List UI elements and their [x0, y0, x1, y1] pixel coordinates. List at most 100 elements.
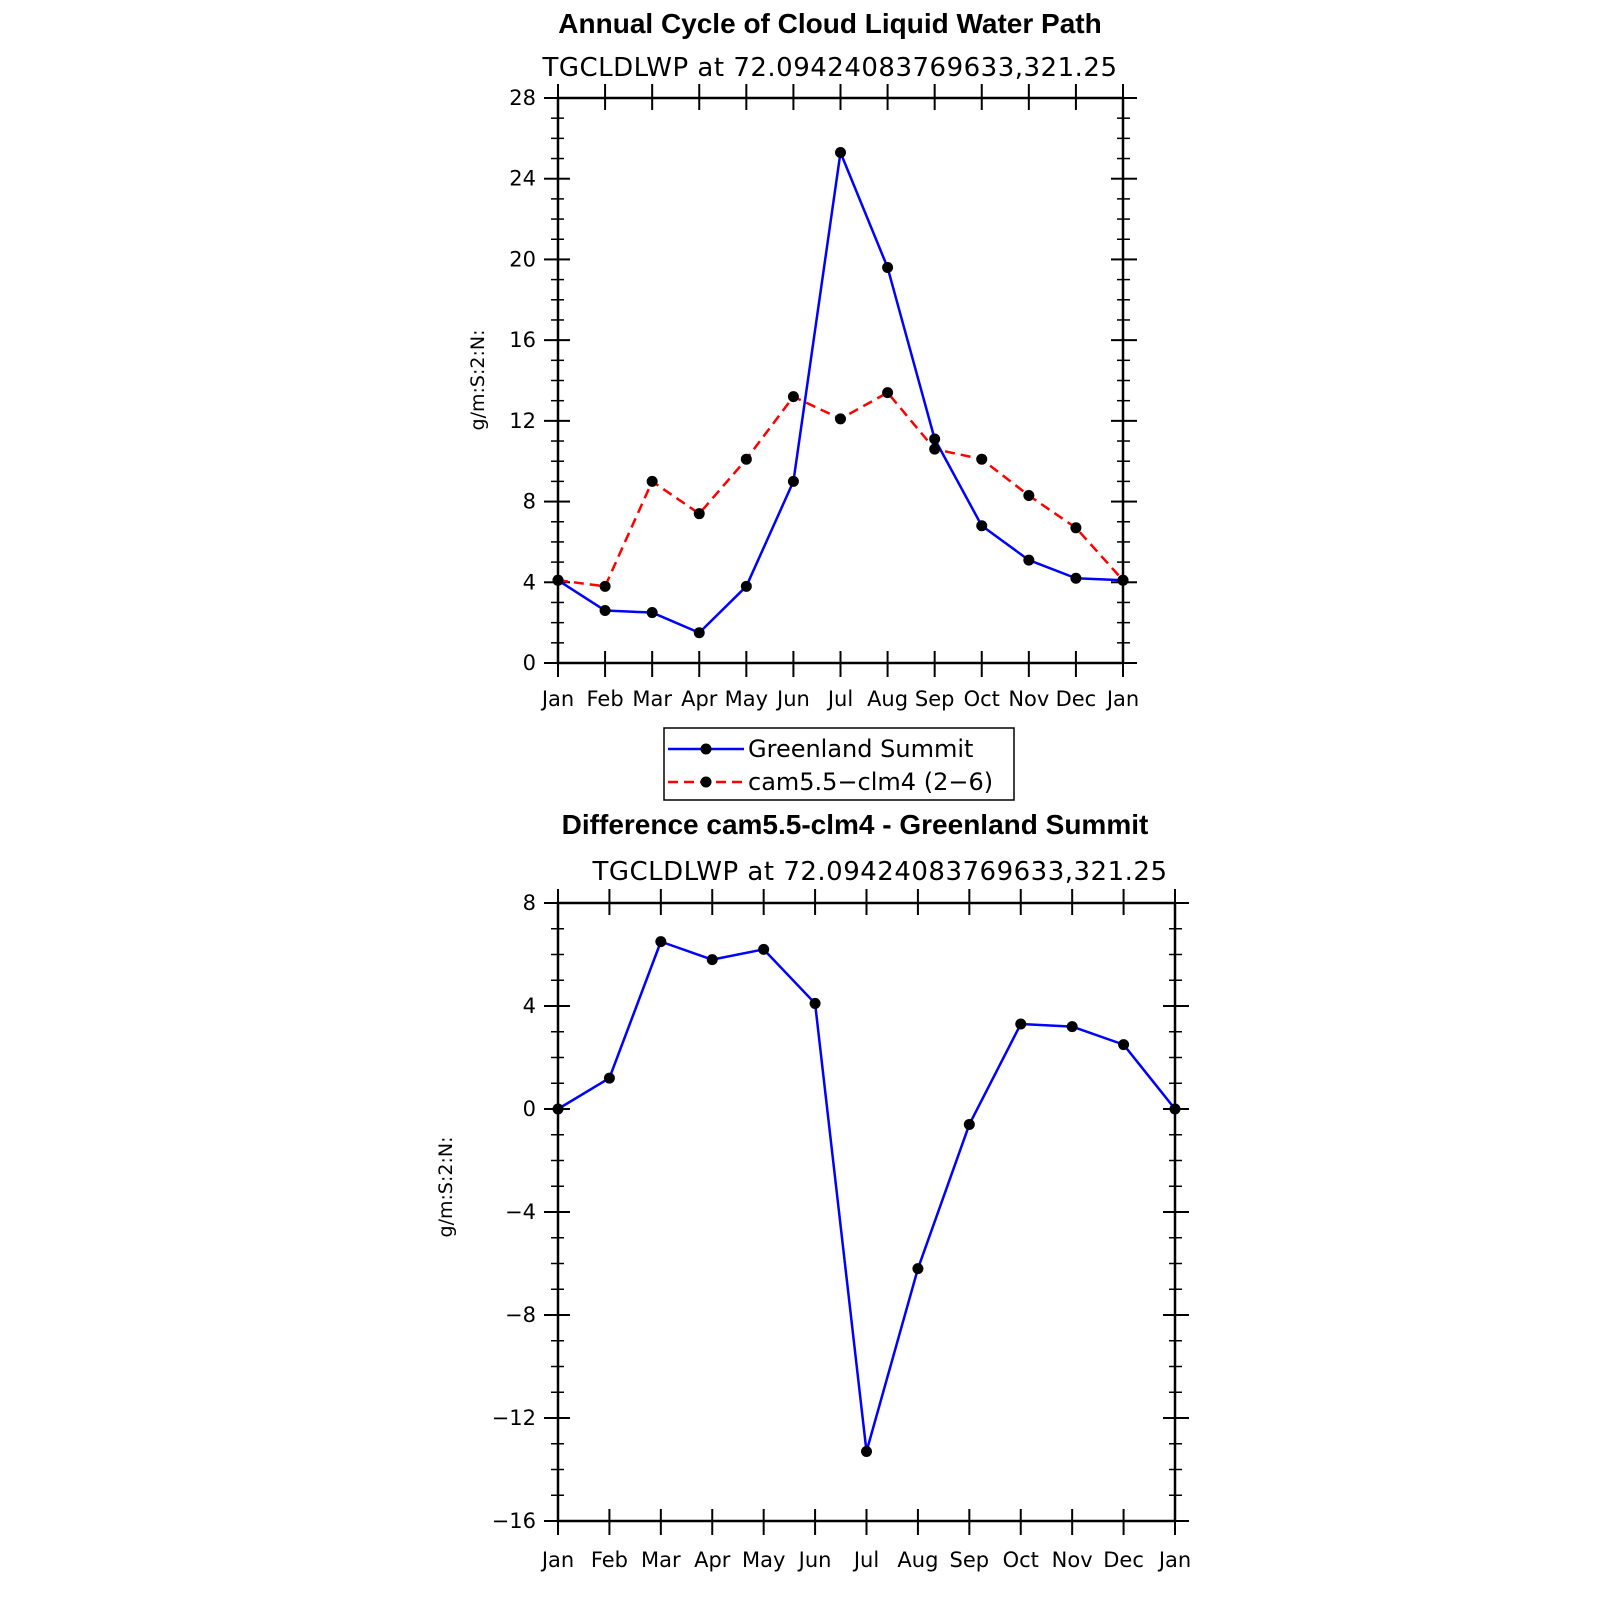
- data-point-cam5-5-clm4-2-6: [552, 574, 564, 586]
- x-tick-label: Oct: [964, 687, 1000, 711]
- y-tick-label: −4: [505, 1200, 536, 1224]
- y-tick-label: 12: [509, 409, 536, 433]
- y-axis-label: g/m:S:2:N:: [467, 330, 489, 431]
- x-tick-label: Nov: [1052, 1548, 1093, 1572]
- y-tick-label: 16: [509, 328, 536, 352]
- x-tick-label: Jul: [852, 1548, 879, 1572]
- data-point-series: [1066, 1021, 1078, 1033]
- data-point-series: [1169, 1103, 1181, 1115]
- data-point-cam5-5-clm4-2-6: [599, 580, 611, 592]
- data-point-cam5-5-clm4-2-6: [1023, 490, 1035, 502]
- y-axis-label: g/m:S:2:N:: [435, 1137, 457, 1238]
- data-point-greenland-summit: [787, 475, 799, 487]
- data-point-cam5-5-clm4-2-6: [976, 453, 988, 465]
- data-point-cam5-5-clm4-2-6: [787, 391, 799, 403]
- x-tick-label: May: [742, 1548, 785, 1572]
- data-point-series: [912, 1263, 924, 1275]
- data-point-greenland-summit: [740, 580, 752, 592]
- data-point-cam5-5-clm4-2-6: [646, 475, 658, 487]
- x-tick-label: Jan: [1157, 1548, 1191, 1572]
- y-tick-label: 8: [523, 490, 536, 514]
- x-tick-label: Aug: [897, 1548, 938, 1572]
- chart-title: Difference cam5.5-clm4 - Greenland Summi…: [562, 809, 1149, 840]
- data-point-series: [655, 936, 667, 948]
- legend-marker-cam5-5-clm4: [700, 776, 712, 788]
- x-tick-label: Jan: [1105, 687, 1139, 711]
- x-tick-label: Oct: [1003, 1548, 1039, 1572]
- x-tick-label: Apr: [681, 687, 718, 711]
- data-point-cam5-5-clm4-2-6: [693, 508, 705, 520]
- y-tick-label: 20: [509, 247, 536, 271]
- legend-box: [663, 727, 1015, 801]
- x-tick-label: Jun: [797, 1548, 832, 1572]
- y-tick-label: 4: [523, 570, 536, 594]
- x-tick-label: Sep: [950, 1548, 990, 1572]
- data-point-series: [706, 954, 718, 966]
- data-point-greenland-summit: [599, 605, 611, 617]
- x-tick-label: Sep: [915, 687, 955, 711]
- x-tick-label: Jan: [540, 1548, 574, 1572]
- data-point-cam5-5-clm4-2-6: [1117, 574, 1129, 586]
- data-point-greenland-summit: [835, 146, 846, 158]
- data-point-series: [552, 1103, 564, 1115]
- plot-area: −16 −12 −8 −4 0 4 8 Jan Feb Mar Apr May Jun Jul Aug Sep…: [492, 889, 1191, 1572]
- legend-label-greenland-summit: Greenland Summit: [748, 735, 973, 763]
- series-line-series: [557, 940, 1176, 1453]
- legend-label-cam5-5-clm4: cam5.5−clm4 (2−6): [748, 768, 993, 796]
- data-point-cam5-5-clm4-2-6: [740, 453, 752, 465]
- x-tick-label: Aug: [867, 687, 908, 711]
- data-point-greenland-summit: [1070, 572, 1082, 584]
- plot-frame: [556, 901, 1177, 1523]
- data-point-greenland-summit: [1023, 554, 1035, 566]
- difference-chart: Difference cam5.5-clm4 - Greenland Summi…: [435, 809, 1191, 1572]
- data-point-series: [1015, 1018, 1027, 1030]
- data-point-cam5-5-clm4-2-6: [929, 443, 941, 455]
- y-tick-label: −16: [492, 1509, 536, 1533]
- x-tick-label: Mar: [641, 1548, 681, 1572]
- x-tick-label: Dec: [1103, 1548, 1144, 1572]
- data-point-cam5-5-clm4-2-6: [835, 413, 846, 425]
- legend-item-greenland-summit: Greenland Summit: [668, 735, 973, 763]
- y-tick-label: 28: [509, 86, 536, 110]
- data-point-series: [809, 997, 821, 1009]
- x-tick-label: Mar: [632, 687, 672, 711]
- x-tick-label: Jun: [775, 687, 810, 711]
- data-point-series: [861, 1445, 872, 1457]
- y-tick-label: −8: [505, 1303, 536, 1327]
- legend: Greenland Summit cam5.5−clm4 (2−6): [663, 727, 1015, 801]
- x-tick-label: Jan: [540, 687, 574, 711]
- data-point-greenland-summit: [976, 520, 988, 532]
- data-point-greenland-summit: [646, 607, 658, 619]
- chart-title: Annual Cycle of Cloud Liquid Water Path: [558, 8, 1101, 39]
- y-tick-label: −12: [492, 1406, 536, 1430]
- y-tick-label: 4: [523, 994, 536, 1018]
- data-point-cam5-5-clm4-2-6: [1070, 522, 1082, 534]
- annual-cycle-chart: Annual Cycle of Cloud Liquid Water Path …: [467, 8, 1139, 801]
- x-tick-label: Apr: [694, 1548, 731, 1572]
- series-line-greenland-summit: [557, 151, 1124, 634]
- chart-subtitle: TGCLDLWP at 72.09424083769633,321.25: [541, 53, 1117, 83]
- data-point-greenland-summit: [882, 262, 894, 273]
- y-tick-label: 8: [523, 891, 536, 915]
- data-point-cam5-5-clm4-2-6: [882, 387, 894, 399]
- x-tick-label: May: [725, 687, 768, 711]
- x-tick-label: Jul: [826, 687, 853, 711]
- y-tick-label: 24: [509, 167, 536, 191]
- data-point-series: [963, 1118, 975, 1130]
- data-point-series: [758, 943, 770, 955]
- x-tick-label: Feb: [586, 687, 623, 711]
- x-tick-label: Feb: [591, 1548, 628, 1572]
- plot-frame: [556, 96, 1125, 665]
- x-tick-label: Nov: [1008, 687, 1049, 711]
- data-point-greenland-summit: [693, 627, 705, 639]
- data-point-greenland-summit: [929, 433, 941, 445]
- legend-item-cam5-5-clm4: cam5.5−clm4 (2−6): [668, 768, 993, 796]
- chart-subtitle: TGCLDLWP at 72.09424083769633,321.25: [591, 857, 1167, 887]
- y-tick-label: 0: [523, 651, 536, 675]
- x-tick-label: Dec: [1056, 687, 1097, 711]
- data-point-series: [603, 1072, 615, 1084]
- legend-marker-greenland-summit: [700, 743, 712, 755]
- y-tick-label: 0: [523, 1097, 536, 1121]
- plot-area: 0 4 8 12 16 20 24 28 Jan Feb Mar Apr May Jun Jul Aug Sep…: [509, 84, 1139, 711]
